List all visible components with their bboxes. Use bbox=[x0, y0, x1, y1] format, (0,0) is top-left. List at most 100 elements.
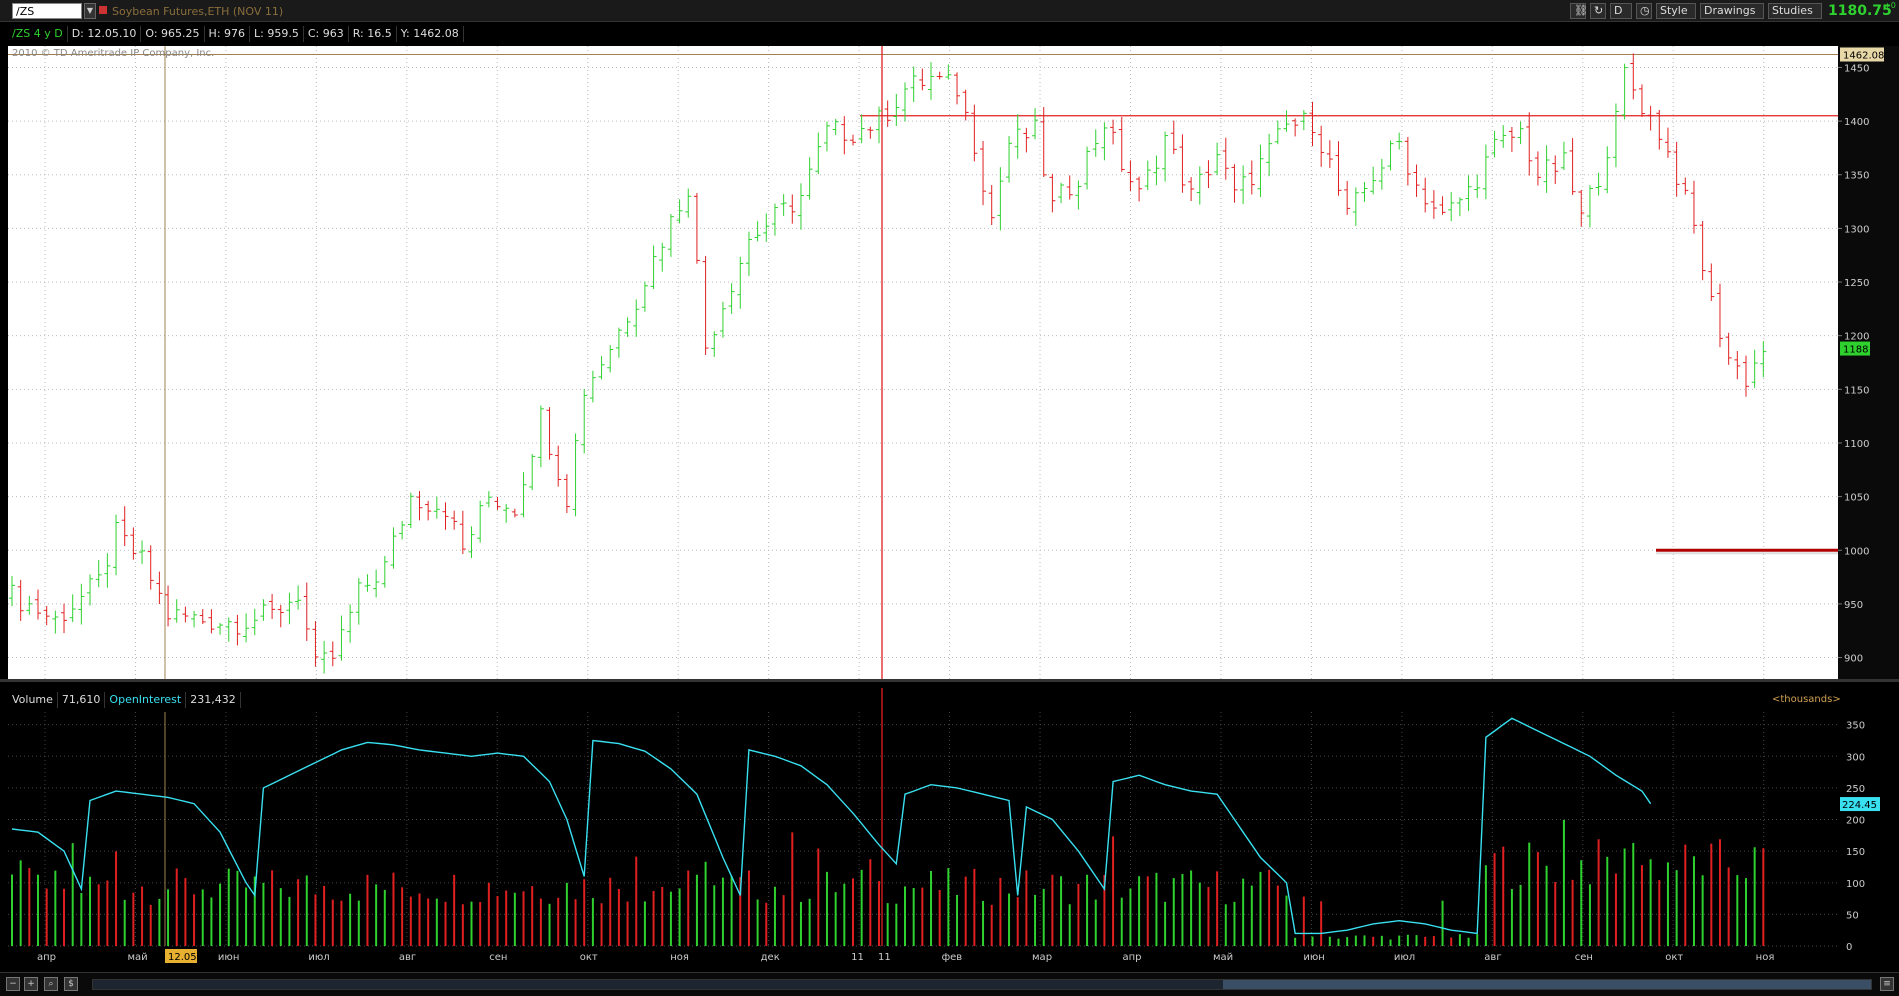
horizontal-scrollbar[interactable] bbox=[92, 979, 1872, 990]
ohlc-bar bbox=[650, 245, 657, 290]
refresh-icon[interactable]: ↻ bbox=[1590, 3, 1606, 19]
ohlc-bar bbox=[633, 299, 640, 337]
ohlc-bar bbox=[1196, 166, 1203, 205]
ohlc-bar bbox=[546, 407, 553, 460]
zoom-out-icon[interactable]: − bbox=[6, 977, 20, 991]
search-icon[interactable]: ⌕ bbox=[44, 977, 58, 991]
flag-icon[interactable] bbox=[99, 6, 107, 14]
ohlc-bar bbox=[295, 585, 302, 610]
clock-icon[interactable]: ◷ bbox=[1636, 3, 1652, 19]
ohlc-bar bbox=[875, 106, 882, 144]
ohlc-bar bbox=[355, 578, 362, 625]
crosshair-price-label: 1462.08 bbox=[1843, 50, 1884, 61]
date-readout: D: 12.05.10 bbox=[68, 26, 142, 42]
open-readout: O: 965.25 bbox=[141, 26, 205, 42]
y-tick-label: 50 bbox=[1846, 910, 1859, 921]
ohlc-bar bbox=[1326, 140, 1333, 168]
last-price: 1180.75 bbox=[1828, 3, 1892, 19]
ohlc-bar bbox=[1699, 220, 1706, 281]
close-readout: C: 963 bbox=[304, 26, 349, 42]
ohlc-bar bbox=[902, 82, 909, 122]
ohlc-bar bbox=[858, 114, 865, 144]
ohlc-bar bbox=[1517, 121, 1524, 145]
ohlc-bar bbox=[1578, 189, 1585, 227]
ohlc-bar bbox=[1231, 164, 1238, 203]
top-toolbar: /ZS ▼ Soybean Futures,ETH (NOV 11) ⛓ ↻ D… bbox=[0, 0, 1899, 22]
ohlc-bar bbox=[659, 242, 666, 272]
ohlc-bar bbox=[1058, 182, 1065, 204]
ohlc-bar bbox=[156, 571, 163, 604]
ohlc-bar bbox=[1595, 172, 1602, 196]
symbol-dropdown-button[interactable]: ▼ bbox=[84, 3, 96, 19]
ohlc-bar bbox=[165, 585, 172, 627]
y-tick-label: 100 bbox=[1846, 879, 1865, 890]
ohlc-bar bbox=[1708, 263, 1715, 301]
drawings-button[interactable]: Drawings bbox=[1700, 3, 1764, 19]
ohlc-bar bbox=[1552, 155, 1559, 185]
ohlc-bar bbox=[277, 604, 284, 628]
ohlc-bar bbox=[399, 520, 406, 540]
ohlc-bar bbox=[1248, 160, 1255, 195]
zoom-in-icon[interactable]: + bbox=[24, 977, 38, 991]
x-tick-label: май bbox=[127, 952, 147, 963]
last-price-badge bbox=[1840, 341, 1870, 356]
y-tick-label: 1400 bbox=[1844, 117, 1869, 128]
ohlc-bar bbox=[1309, 101, 1316, 147]
ohlc-bar bbox=[61, 603, 68, 634]
open-interest-line bbox=[11, 717, 1652, 935]
ohlc-bar bbox=[17, 579, 24, 621]
scrollbar-thumb[interactable] bbox=[1223, 980, 1871, 989]
price-chart[interactable]: 900 950 1000 1050 1100 1150 1200 1250 1300 1350 14… bbox=[0, 22, 1899, 682]
ohlc-bar bbox=[1751, 349, 1758, 388]
x-tick-label: ноя bbox=[670, 952, 689, 963]
ohlc-bar bbox=[1257, 144, 1264, 198]
high-readout: H: 976 bbox=[205, 26, 251, 42]
ohlc-bar bbox=[928, 62, 935, 100]
ohlc-bar bbox=[1153, 155, 1160, 186]
ohlc-bar bbox=[1682, 177, 1689, 195]
period-label[interactable]: /ZS 4 y D bbox=[8, 26, 68, 42]
ohlc-bar bbox=[1430, 190, 1437, 219]
oi-last-label: 224.45 bbox=[1842, 800, 1877, 811]
ohlc-bar bbox=[329, 641, 336, 667]
studies-button[interactable]: Studies bbox=[1768, 3, 1822, 19]
ohlc-bar bbox=[1352, 187, 1359, 226]
x-tick-label: июн bbox=[218, 952, 239, 963]
ohlc-bar bbox=[1612, 103, 1619, 168]
link-icon[interactable]: ⛓ bbox=[1570, 3, 1588, 19]
y-tick-label: 250 bbox=[1846, 784, 1865, 795]
y-tick-label: 1000 bbox=[1844, 546, 1869, 557]
ohlc-bar bbox=[954, 72, 961, 105]
ohlc-bar bbox=[477, 500, 484, 543]
ohlc-bar bbox=[1266, 133, 1273, 177]
day-aggregation-button[interactable]: D bbox=[1610, 3, 1632, 19]
ohlc-bar bbox=[407, 492, 414, 529]
x-tick-label: июл bbox=[308, 952, 329, 963]
ohlc-bar bbox=[87, 574, 94, 606]
ohlc-bar bbox=[1526, 112, 1533, 176]
ohlc-bar bbox=[1716, 283, 1723, 348]
ohlc-bar bbox=[95, 559, 102, 588]
ohlc-bar bbox=[1205, 160, 1212, 189]
dollar-icon[interactable]: $ bbox=[64, 977, 78, 991]
x-tick-label: июл bbox=[1394, 952, 1415, 963]
ohlc-bar bbox=[1638, 84, 1645, 117]
ohlc-bar bbox=[719, 301, 726, 338]
ohlc-bar bbox=[468, 526, 475, 558]
oi-label: OpenInterest bbox=[105, 692, 187, 708]
ohlc-bar bbox=[893, 93, 900, 127]
symbol-input[interactable]: /ZS bbox=[12, 3, 82, 19]
ohlc-bar bbox=[849, 134, 856, 146]
ohlc-bar bbox=[1283, 110, 1290, 132]
ohlc-bar bbox=[104, 553, 111, 588]
ohlc-bar bbox=[121, 506, 128, 547]
ohlc-bar bbox=[1404, 136, 1411, 186]
x-tick-label: июн bbox=[1303, 952, 1324, 963]
volume-chart[interactable]: 0 50 100 150 200 250 300 350 апр май июн июл авг сен о… bbox=[0, 688, 1899, 972]
style-button[interactable]: Style bbox=[1656, 3, 1696, 19]
ohlc-bar bbox=[130, 527, 137, 560]
ohlc-bar bbox=[451, 510, 458, 530]
crosshair-price-badge bbox=[1840, 47, 1884, 62]
copyright-text: 2010 © TD Ameritrade IP Company, Inc. bbox=[12, 48, 215, 59]
settings-icon[interactable]: ≡ bbox=[1880, 977, 1894, 991]
